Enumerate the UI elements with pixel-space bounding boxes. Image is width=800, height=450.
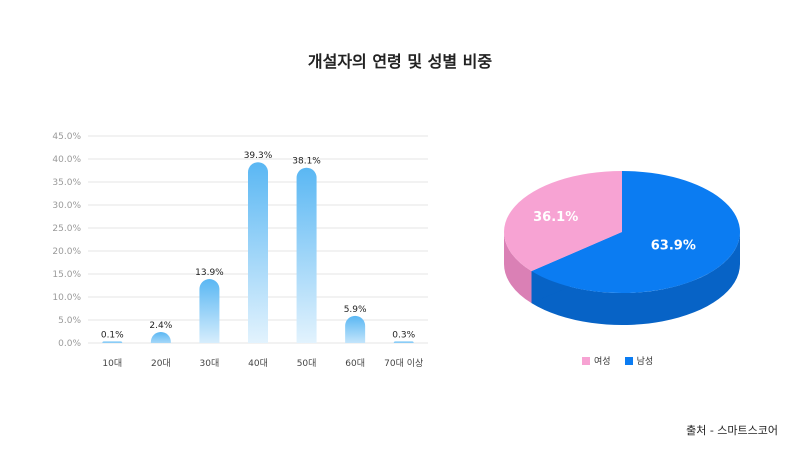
gender-pie-chart: 63.9% 36.1% (504, 171, 740, 325)
y-tick-label: 25.0% (52, 224, 81, 234)
legend-swatch-female (582, 356, 590, 365)
y-tick-label: 10.0% (52, 293, 81, 303)
y-tick-label: 0.0% (58, 339, 81, 349)
legend-item-female: 여성 (582, 354, 611, 367)
y-tick-label: 30.0% (52, 201, 81, 211)
legend-label-female: 여성 (594, 357, 611, 367)
bar-value-label: 38.1% (292, 157, 321, 167)
source-note: 출처 - 스마트스코어 (686, 424, 778, 437)
y-tick-label: 45.0% (52, 132, 81, 142)
bar (296, 167, 317, 343)
age-bar-chart: 0.0% 5.0% 10.0% 15.0% 20.0% 25.0% 30.0% 35.0% 40… (52, 132, 428, 369)
bar-value-label: 0.1% (101, 331, 124, 341)
bar-value-label: 2.4% (149, 321, 172, 331)
bar (102, 341, 123, 343)
bar-value-label: 5.9% (344, 305, 367, 315)
x-tick-label: 70대 이상 (384, 358, 423, 369)
x-tick-label: 50대 (297, 358, 317, 369)
pie-slice (531, 171, 740, 293)
bar (150, 331, 171, 343)
bar (345, 315, 366, 343)
bar-value-label: 39.3% (244, 151, 273, 161)
x-tick-label: 20대 (151, 358, 171, 369)
pie-slice (504, 171, 622, 272)
y-tick-label: 35.0% (52, 178, 81, 188)
y-tick-label: 40.0% (52, 155, 81, 165)
pie-slice-side (504, 232, 532, 304)
pie-value-label: 36.1% (533, 210, 578, 225)
y-tick-label: 15.0% (52, 270, 81, 280)
x-tick-label: 40대 (248, 358, 268, 369)
pie-slice-side (531, 232, 740, 325)
x-tick-label: 60대 (345, 358, 365, 369)
bar-value-label: 0.3% (392, 331, 415, 341)
y-tick-label: 5.0% (58, 316, 81, 326)
bar (199, 279, 220, 343)
bar (393, 341, 414, 343)
x-tick-label: 30대 (200, 358, 220, 369)
legend-label-male: 남성 (636, 357, 654, 367)
legend-swatch-male (624, 356, 633, 365)
bar-value-label: 13.9% (195, 268, 224, 278)
y-tick-label: 20.0% (52, 247, 81, 257)
bar (248, 162, 268, 343)
pie-value-label: 63.9% (651, 238, 696, 253)
x-tick-label: 10대 (102, 358, 122, 369)
chart-title: 개설자의 연령 및 성별 비중 (307, 52, 493, 71)
pie-legend: 여성 남성 (582, 354, 653, 367)
legend-item-male: 남성 (624, 354, 654, 367)
